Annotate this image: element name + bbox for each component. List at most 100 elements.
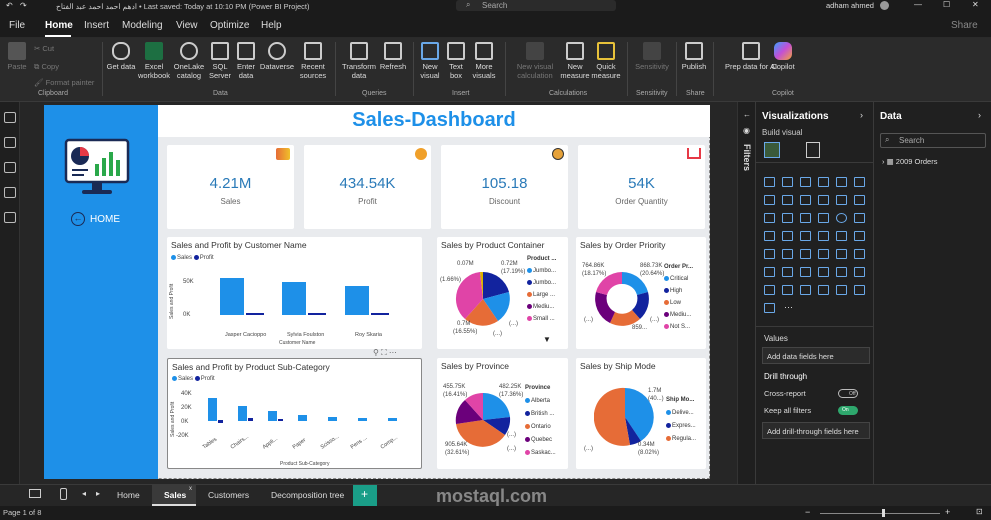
bar-profit[interactable]: [218, 420, 223, 423]
text-slicer-icon[interactable]: [818, 285, 829, 295]
bar-sales[interactable]: [358, 418, 367, 421]
line-chart-icon[interactable]: [764, 195, 775, 205]
refresh-button[interactable]: Refresh: [378, 42, 408, 71]
stacked-bar-icon[interactable]: [764, 177, 775, 187]
menu-help[interactable]: Help: [261, 20, 282, 31]
copilot-viz-icon[interactable]: [782, 285, 793, 295]
bar-sales[interactable]: [282, 282, 306, 315]
bar-sales[interactable]: [238, 406, 247, 421]
quick-measure-button[interactable]: Quick measure: [590, 42, 622, 80]
list-slicer-icon[interactable]: [836, 285, 847, 295]
bar-profit[interactable]: [371, 313, 389, 315]
chart-sales-profit-by-subcategory[interactable]: Sales and Profit by Product Sub-Category…: [167, 358, 422, 469]
decomposition-tree-icon[interactable]: [782, 267, 793, 277]
copilot-button[interactable]: Copilot: [768, 42, 798, 71]
stacked-area-icon[interactable]: [800, 195, 811, 205]
chart-sales-by-order-priority[interactable]: Sales by Order Priority 764.86K (18.17%)…: [576, 237, 706, 349]
power-apps-icon[interactable]: [854, 267, 865, 277]
legend-item[interactable]: Jumbo...: [527, 265, 556, 277]
menu-file[interactable]: File: [9, 20, 26, 31]
menu-insert[interactable]: Insert: [84, 20, 110, 31]
data-search-input[interactable]: ⌕ Search: [880, 133, 986, 148]
key-influencers-icon[interactable]: [764, 267, 775, 277]
add-drill-through-well[interactable]: Add drill-through fields here: [762, 422, 870, 439]
legend-item[interactable]: Regula...: [666, 433, 696, 446]
bar-sales[interactable]: [328, 417, 337, 421]
funnel-icon[interactable]: [782, 213, 793, 223]
legend-item[interactable]: Alberta: [525, 395, 556, 408]
filled-map-icon[interactable]: [782, 231, 793, 241]
table-icon[interactable]: [818, 249, 829, 259]
100-bar-icon[interactable]: [836, 177, 847, 187]
clustered-bar-icon[interactable]: [800, 177, 811, 187]
legend-item[interactable]: Critical: [664, 273, 693, 285]
onelake-button[interactable]: OneLake catalog: [172, 42, 206, 80]
redo-icon[interactable]: ↷: [20, 1, 27, 10]
transform-data-button[interactable]: Transform data: [340, 42, 378, 80]
pie-slice[interactable]: [455, 272, 483, 319]
pie-slice[interactable]: [480, 271, 483, 299]
custom-visual-icon[interactable]: [764, 303, 775, 313]
bar-profit[interactable]: [308, 313, 326, 315]
qa-icon[interactable]: [800, 267, 811, 277]
donut-slice[interactable]: [622, 272, 648, 295]
narrative-icon[interactable]: [818, 267, 829, 277]
next-page-icon[interactable]: ▸: [96, 489, 101, 498]
card-icon[interactable]: [854, 231, 865, 241]
tab-home[interactable]: Home: [117, 490, 140, 500]
legend-item[interactable]: Saskac...: [525, 447, 556, 460]
ribbon-chart-icon[interactable]: [854, 195, 865, 205]
more-options-icon[interactable]: ⋯: [784, 302, 793, 312]
close-tab-icon[interactable]: x: [189, 486, 192, 492]
back-arrow-icon[interactable]: ←: [71, 212, 85, 226]
pie-chart-icon[interactable]: [818, 213, 829, 223]
eye-icon[interactable]: ◉: [743, 126, 750, 135]
bar-sales[interactable]: [345, 286, 369, 315]
share-button[interactable]: Share: [951, 20, 978, 31]
bar-profit[interactable]: [246, 313, 264, 315]
maximize-icon[interactable]: ☐: [943, 0, 951, 9]
pie-slice[interactable]: [625, 388, 654, 441]
more-visuals-button[interactable]: More visuals: [468, 42, 500, 80]
desktop-view-icon[interactable]: [29, 489, 41, 498]
menu-optimize[interactable]: Optimize: [210, 20, 250, 31]
keep-filters-toggle[interactable]: On: [838, 406, 858, 415]
legend-item[interactable]: Jumbo...: [527, 277, 556, 289]
paste-button[interactable]: Paste: [4, 42, 30, 71]
legend-item[interactable]: Quebec: [525, 434, 556, 447]
tab-decomposition-tree[interactable]: Decomposition tree: [271, 490, 345, 500]
fit-page-icon[interactable]: ⊡: [976, 507, 983, 516]
bar-sales[interactable]: [220, 278, 244, 315]
donut-slice[interactable]: [632, 292, 649, 319]
chart-sales-by-product-container[interactable]: Sales by Product Container 0.07M (1.66%)…: [437, 237, 568, 349]
bar-sales[interactable]: [388, 418, 397, 421]
minimize-icon[interactable]: —: [914, 0, 922, 9]
chart-sales-by-ship-mode[interactable]: Sales by Ship Mode 1.7M (40...) 0.34M (8…: [576, 358, 706, 469]
menu-view[interactable]: View: [176, 20, 198, 31]
kpi-card-discount[interactable]: 105.18 Discount: [441, 145, 568, 229]
legend-item[interactable]: Ontario: [525, 421, 556, 434]
legend-item[interactable]: Small ...: [527, 313, 556, 325]
bar-sales[interactable]: [298, 415, 307, 421]
prev-page-icon[interactable]: ◂: [82, 489, 87, 498]
kpi-icon[interactable]: [782, 249, 793, 259]
collapse-icon[interactable]: ›: [978, 110, 981, 120]
search-box[interactable]: ⌕ Search: [456, 0, 616, 11]
excel-button[interactable]: Excel workbook: [136, 42, 172, 80]
pie-slice[interactable]: [483, 417, 511, 435]
button-slicer-icon[interactable]: [800, 285, 811, 295]
pie-slice[interactable]: [483, 392, 510, 420]
azure-map-icon[interactable]: [818, 231, 829, 241]
waterfall-icon[interactable]: [764, 213, 775, 223]
prep-data-copilot-button[interactable]: Prep data for AI: [716, 42, 786, 71]
report-view-icon[interactable]: [4, 112, 16, 123]
clustered-column-icon[interactable]: [818, 177, 829, 187]
pie-slice[interactable]: [455, 400, 483, 424]
power-automate-icon[interactable]: [764, 285, 775, 295]
r-visual-icon[interactable]: [836, 249, 847, 259]
legend-item[interactable]: Expres...: [666, 420, 696, 433]
get-data-button[interactable]: Get data: [106, 42, 136, 71]
avatar[interactable]: [880, 1, 889, 10]
stacked-column-icon[interactable]: [782, 177, 793, 187]
python-visual-icon[interactable]: [854, 249, 865, 259]
